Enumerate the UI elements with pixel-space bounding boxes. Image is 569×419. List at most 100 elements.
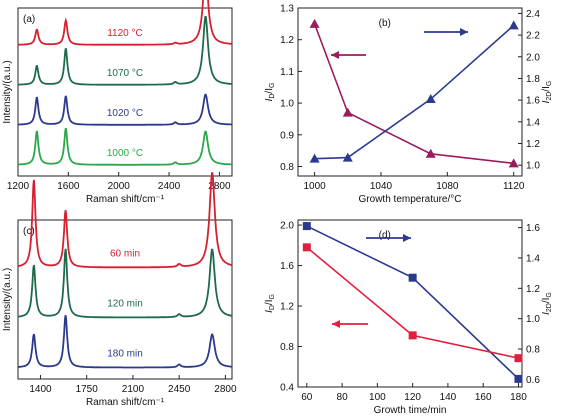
data-point <box>508 20 519 30</box>
y-right-axis-label: I2D/IG <box>541 292 553 315</box>
y-left-tick-label: 2.0 <box>280 221 294 232</box>
data-point <box>342 152 353 162</box>
x-tick-label: 1040 <box>370 181 393 192</box>
panel-a-raman-temperature: 1200 1600 2000 2400 2800 Raman shift/cm⁻¹ Inte… <box>2 0 233 205</box>
panel-d-ratio-vs-time: 60 80 100 120 140 160 180 0.4 0.8 1.2 1.6 2.0 0.6 0.8… <box>264 219 553 416</box>
x-tick-label: 160 <box>475 392 492 403</box>
x-tick-label: 140 <box>440 392 457 403</box>
y-axis-label: Intensity/(a.u.) <box>2 268 13 331</box>
y-left-tick-label: 0.4 <box>280 383 294 394</box>
y-axis-label: Intensity/(a.u.) <box>2 60 13 123</box>
series-line <box>306 225 520 380</box>
x-tick-label: 1080 <box>436 181 459 192</box>
y-right-tick-label: 0.8 <box>526 345 540 356</box>
x-tick-label: 2800 <box>214 384 237 395</box>
x-tick-label: 100 <box>369 392 386 403</box>
y-left-axis-label: ID/IG <box>264 83 276 102</box>
data-point <box>309 18 320 28</box>
series-label: 1000 °C <box>107 148 143 159</box>
data-point <box>408 331 417 340</box>
x-axis-label: Growth time/min <box>374 405 447 416</box>
spectrum-line <box>17 315 232 369</box>
y-right-tick-label: 1.0 <box>526 161 540 172</box>
series-line <box>306 246 519 359</box>
series-label: 1120 °C <box>107 28 143 39</box>
series-label: 60 min <box>110 249 140 260</box>
svg-text:I2D/IG: I2D/IG <box>541 292 553 315</box>
y-left-tick-label: 1.3 <box>280 4 294 15</box>
y-right-tick-label: 1.4 <box>526 117 540 128</box>
series-line <box>313 23 514 165</box>
left-axis-arrow-head <box>331 51 339 59</box>
y-right-axis-label: I2D/IG <box>541 81 553 104</box>
y-right-tick-label: 1.4 <box>526 253 540 264</box>
data-point <box>514 354 523 363</box>
x-axis-label: Raman shift/cm⁻¹ <box>86 194 165 205</box>
left-axis-arrow-head <box>403 234 411 242</box>
plot-frame <box>17 219 233 380</box>
y-left-tick-label: 0.8 <box>280 342 294 353</box>
data-point <box>508 158 519 168</box>
data-point <box>425 94 436 104</box>
panel-c-raman-time: 1400 1750 2100 2450 2800 Raman shift/cm⁻¹ Inte… <box>2 172 237 408</box>
x-axis-label: Growth temperature/°C <box>359 194 462 205</box>
svg-text:ID/IG: ID/IG <box>264 294 276 313</box>
right-axis-arrow-head <box>332 320 340 328</box>
series-label: 120 min <box>107 299 143 310</box>
data-point <box>302 222 311 231</box>
y-right-tick-label: 1.2 <box>526 284 540 295</box>
plot-frame <box>297 219 523 388</box>
panel-label: (d) <box>379 230 391 241</box>
x-tick-label: 180 <box>510 392 527 403</box>
spectrum-line <box>17 172 233 269</box>
x-tick-label: 2400 <box>158 181 181 192</box>
y-left-tick-label: 1.2 <box>280 35 294 46</box>
x-tick-label: 1600 <box>57 181 80 192</box>
y-right-tick-label: 1.2 <box>526 139 540 150</box>
series-label: 1070 °C <box>107 68 143 79</box>
y-right-tick-label: 2.0 <box>526 52 540 63</box>
series-line <box>314 24 515 160</box>
plot-frame <box>17 7 233 177</box>
y-left-tick-label: 1.1 <box>280 67 294 78</box>
y-right-tick-label: 1.0 <box>526 314 540 325</box>
y-right-tick-label: 2.4 <box>526 9 540 20</box>
data-point <box>514 374 523 383</box>
y-left-tick-label: 0.9 <box>280 130 294 141</box>
x-tick-label: 120 <box>404 392 421 403</box>
x-tick-label: 2000 <box>108 181 131 192</box>
series-label: 180 min <box>107 349 143 360</box>
y-right-tick-label: 2.2 <box>526 31 540 42</box>
x-axis-label: Raman shift/cm⁻¹ <box>86 397 165 408</box>
x-tick-label: 2100 <box>122 384 145 395</box>
y-right-tick-label: 0.6 <box>526 375 540 386</box>
spectrum-line <box>18 248 232 319</box>
y-left-tick-label: 0.8 <box>280 162 294 173</box>
spectrum-line <box>18 15 233 86</box>
svg-text:ID/IG: ID/IG <box>264 83 276 102</box>
spectrum-line <box>18 93 233 126</box>
data-point <box>342 107 353 117</box>
y-left-tick-label: 1.2 <box>280 302 294 313</box>
x-tick-label: 80 <box>337 392 349 403</box>
y-left-tick-label: 1.0 <box>280 99 294 110</box>
x-tick-label: 2450 <box>168 384 191 395</box>
y-right-tick-label: 1.6 <box>526 223 540 234</box>
data-point <box>309 153 320 163</box>
x-tick-label: 1120 <box>503 181 525 192</box>
y-left-tick-label: 1.6 <box>280 261 294 272</box>
panel-b-ratio-vs-temperature: 1000 1040 1080 1120 0.8 0.9 1.0 1.1 1.2 1.3 1.0 1.2… <box>264 4 553 206</box>
svg-text:I2D/IG: I2D/IG <box>541 81 553 104</box>
data-point <box>408 273 417 282</box>
series-label: 1020 °C <box>107 108 143 119</box>
x-tick-label: 1750 <box>76 384 99 395</box>
x-tick-label: 2800 <box>208 181 231 192</box>
data-point <box>302 243 311 252</box>
panel-label: (a) <box>23 14 35 25</box>
y-right-tick-label: 1.8 <box>526 74 540 85</box>
data-point <box>425 148 436 158</box>
x-tick-label: 1400 <box>29 384 52 395</box>
y-left-axis-label: ID/IG <box>264 294 276 313</box>
panel-label: (b) <box>379 18 391 29</box>
